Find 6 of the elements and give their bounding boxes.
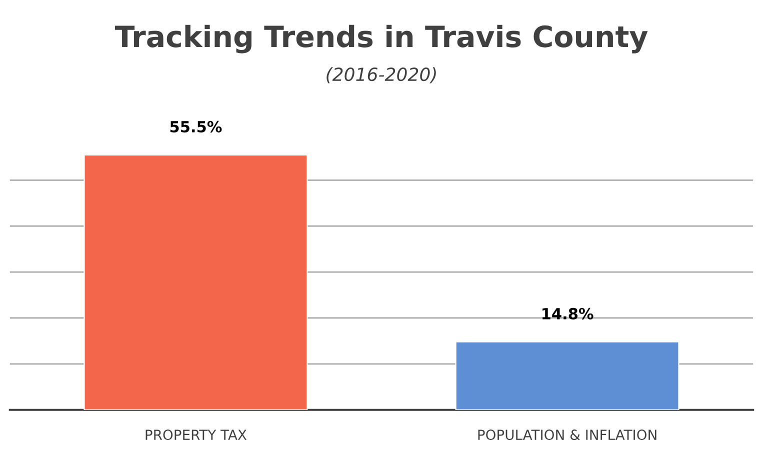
x-tick-label: PROPERTY TAX — [146, 430, 247, 440]
chart-title: Tracking Trends in Travis County — [114, 24, 648, 54]
data-label: 55.5% — [170, 120, 222, 132]
x-tick-label: POPULATION & INFLATION — [478, 430, 656, 440]
chart-subtitle: (2016-2020) — [326, 67, 436, 84]
data-label: 14.8% — [542, 308, 594, 320]
